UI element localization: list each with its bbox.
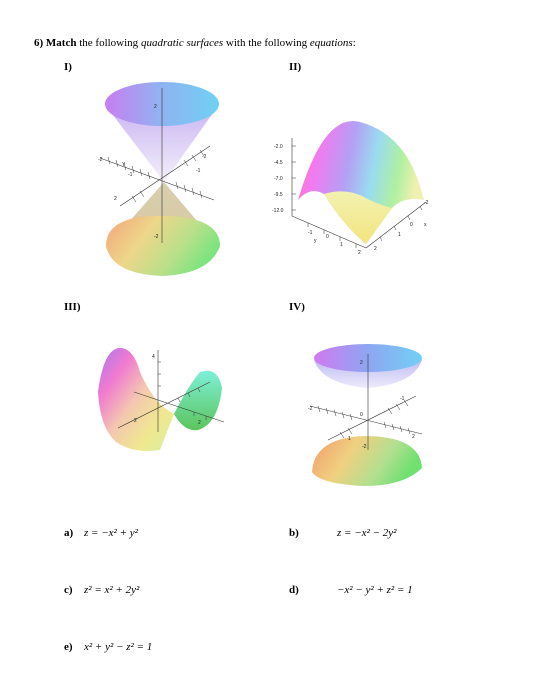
tick-label: -2: [308, 406, 313, 412]
tick-label: 2: [412, 434, 415, 440]
question-text: 6) Match the following quadratic surface…: [34, 37, 356, 49]
equation-letter: d): [289, 584, 299, 596]
tick-label: 0: [326, 234, 329, 240]
tick-marks: [158, 361, 207, 420]
equation-letter: e): [64, 641, 73, 653]
plot-label-2: II): [289, 61, 302, 73]
tick-label: -1: [128, 172, 133, 178]
surface-plot-1: 2 -1 Y -2 -2 2 -1 -2: [98, 82, 220, 276]
equation-letter: b): [289, 527, 299, 539]
equation-expression: z² = x² + 2y²: [84, 584, 140, 596]
tick-label: 1: [398, 232, 401, 238]
tick-label: -12.0: [272, 208, 284, 214]
question-number: 6): [34, 37, 44, 49]
tick-label: -9.5: [274, 192, 283, 198]
tick-label: -7.0: [274, 176, 283, 182]
equation-expression: z = −x² + y²: [84, 527, 138, 539]
tick-label: 2: [114, 196, 117, 202]
lower-sheet: [312, 436, 422, 486]
tick-marks: [107, 149, 205, 203]
equation-expression: z = −x² − 2y²: [337, 527, 397, 539]
tick-label: 4: [152, 354, 155, 360]
equation-c: c) z² = x² + 2y²: [64, 584, 139, 596]
axes: [309, 354, 423, 450]
axes: [99, 88, 215, 243]
tick-label: 2: [358, 250, 361, 256]
equation-e: e) x² + y² − z² = 1: [64, 641, 152, 653]
equation-letter: c): [64, 584, 73, 596]
tick-label: -1: [400, 396, 405, 402]
tick-label: 1: [340, 242, 343, 248]
tick-label: 2: [134, 418, 137, 424]
tick-label: -1: [308, 230, 313, 236]
equation-expression: x² + y² − z² = 1: [84, 641, 153, 653]
tick-label: 2: [154, 104, 157, 110]
tick-label: 1: [348, 436, 351, 442]
question-text-part: with the following: [223, 37, 310, 49]
tick-label: -2.0: [274, 144, 283, 150]
equation-letter: a): [64, 527, 74, 539]
question-text-part: :: [352, 37, 356, 49]
saddle-right-lobe: [174, 370, 222, 431]
surface-plot-2: -2.0 -4.5 -7.0 -9.5 -12.0 y -1 0 1 2 2 1…: [272, 120, 429, 256]
paraboloid-inner: [324, 191, 392, 244]
saddle-left-lobe: [98, 347, 174, 451]
tick-label: -4.5: [274, 160, 283, 166]
plot-label-1: I): [64, 61, 72, 73]
axis-label-y: Y: [122, 162, 126, 168]
question-italic-surfaces: quadratic surfaces: [140, 37, 224, 49]
tick-label: -2: [424, 200, 429, 206]
plot-label-4: IV): [289, 301, 305, 313]
equation-a: a) z = −x² + y²: [64, 527, 138, 539]
tick-label: -2: [362, 444, 367, 450]
tick-label: 2: [198, 420, 201, 426]
axis-label-x: x: [424, 222, 427, 228]
tick-label: -2: [98, 157, 103, 163]
axes: [117, 350, 225, 432]
tick-label: -1: [196, 168, 201, 174]
question-text-part: the following: [76, 37, 141, 49]
equation-d: d) −x² − y² + z² = 1: [289, 584, 413, 596]
tick-label: -2: [202, 154, 207, 160]
surface-plot-3: 4 2 2: [98, 347, 225, 451]
tick-marks: [317, 399, 411, 439]
tick-label: 0: [360, 412, 363, 418]
question-verb: Match: [45, 37, 77, 49]
tick-label: 2: [360, 360, 363, 366]
axis-label-y: y: [314, 238, 317, 244]
plot-label-3: III): [64, 301, 81, 313]
paraboloid-surface: [298, 120, 424, 244]
tick-label: 2: [374, 246, 377, 252]
equation-expression: −x² − y² + z² = 1: [337, 584, 413, 596]
axes: [291, 138, 427, 249]
tick-marks: [292, 145, 423, 248]
tick-label: 0: [410, 222, 413, 228]
tick-label: -2: [154, 234, 159, 240]
surface-plot-4: 2 -2 -1 0 1 2 -2: [308, 344, 423, 486]
equation-b: b) z = −x² − 2y²: [289, 527, 396, 539]
question-italic-equations: equations: [309, 37, 353, 49]
lower-nappe-base: [106, 215, 220, 276]
